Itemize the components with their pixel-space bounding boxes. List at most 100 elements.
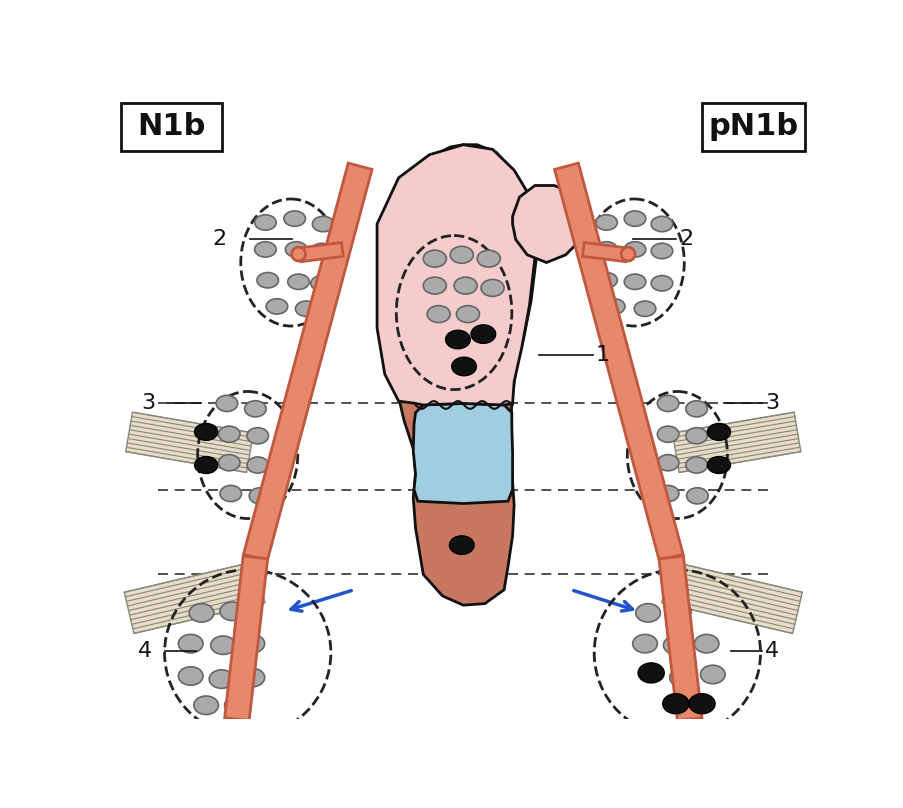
- Ellipse shape: [255, 215, 276, 230]
- Text: 3: 3: [141, 393, 155, 414]
- Ellipse shape: [477, 250, 499, 267]
- Text: 4: 4: [138, 642, 152, 662]
- Ellipse shape: [219, 602, 245, 621]
- Ellipse shape: [624, 242, 645, 257]
- Ellipse shape: [265, 299, 287, 314]
- Ellipse shape: [219, 426, 239, 442]
- Ellipse shape: [249, 488, 271, 504]
- Ellipse shape: [656, 486, 678, 502]
- Ellipse shape: [603, 299, 624, 314]
- Polygon shape: [225, 556, 267, 721]
- Ellipse shape: [700, 665, 724, 684]
- Ellipse shape: [445, 330, 470, 349]
- Polygon shape: [554, 163, 683, 561]
- Ellipse shape: [694, 634, 718, 653]
- Ellipse shape: [256, 272, 278, 288]
- Text: N1b: N1b: [137, 112, 205, 141]
- Ellipse shape: [453, 277, 477, 294]
- Ellipse shape: [224, 696, 249, 714]
- Polygon shape: [299, 242, 343, 262]
- Ellipse shape: [423, 277, 446, 294]
- Ellipse shape: [707, 457, 730, 473]
- Ellipse shape: [194, 423, 218, 440]
- Ellipse shape: [284, 211, 305, 226]
- Ellipse shape: [449, 536, 473, 554]
- Ellipse shape: [663, 636, 687, 654]
- Polygon shape: [512, 186, 584, 263]
- Ellipse shape: [669, 668, 694, 687]
- Ellipse shape: [650, 243, 672, 259]
- Polygon shape: [377, 145, 535, 405]
- Polygon shape: [658, 556, 701, 721]
- Ellipse shape: [210, 636, 235, 654]
- Ellipse shape: [452, 357, 476, 376]
- Ellipse shape: [685, 401, 707, 417]
- Ellipse shape: [595, 242, 617, 257]
- Polygon shape: [413, 403, 512, 503]
- Ellipse shape: [456, 305, 479, 322]
- Ellipse shape: [707, 423, 730, 440]
- Ellipse shape: [311, 243, 332, 259]
- FancyBboxPatch shape: [121, 103, 221, 151]
- Ellipse shape: [178, 634, 203, 653]
- Polygon shape: [126, 412, 253, 473]
- Ellipse shape: [311, 276, 332, 291]
- Ellipse shape: [245, 401, 265, 417]
- Ellipse shape: [255, 242, 276, 257]
- Ellipse shape: [247, 427, 268, 444]
- Polygon shape: [380, 145, 536, 605]
- Ellipse shape: [426, 305, 450, 322]
- Text: 2: 2: [678, 229, 693, 250]
- Ellipse shape: [423, 250, 446, 267]
- Ellipse shape: [193, 696, 219, 714]
- Text: 3: 3: [764, 393, 778, 414]
- Ellipse shape: [247, 457, 268, 473]
- Ellipse shape: [634, 301, 655, 317]
- Text: 1: 1: [595, 345, 610, 365]
- Ellipse shape: [624, 211, 645, 226]
- Ellipse shape: [239, 634, 265, 653]
- Polygon shape: [243, 163, 372, 561]
- Ellipse shape: [638, 663, 664, 683]
- Ellipse shape: [650, 276, 672, 291]
- Ellipse shape: [632, 634, 656, 653]
- Polygon shape: [124, 562, 265, 633]
- Ellipse shape: [685, 427, 707, 444]
- Ellipse shape: [635, 604, 660, 622]
- Ellipse shape: [656, 455, 678, 471]
- Ellipse shape: [216, 395, 237, 411]
- Ellipse shape: [480, 280, 504, 297]
- Circle shape: [292, 247, 305, 261]
- Ellipse shape: [656, 426, 678, 442]
- Ellipse shape: [209, 670, 234, 688]
- Polygon shape: [672, 412, 800, 473]
- Ellipse shape: [688, 694, 714, 713]
- Ellipse shape: [178, 667, 203, 685]
- Ellipse shape: [219, 486, 241, 502]
- Ellipse shape: [189, 604, 214, 622]
- Ellipse shape: [450, 246, 473, 263]
- Ellipse shape: [287, 274, 309, 289]
- Ellipse shape: [666, 602, 691, 621]
- FancyBboxPatch shape: [702, 103, 805, 151]
- Text: 2: 2: [212, 229, 226, 250]
- Polygon shape: [661, 562, 802, 633]
- Ellipse shape: [285, 242, 307, 257]
- Ellipse shape: [312, 217, 333, 232]
- Ellipse shape: [624, 274, 645, 289]
- Ellipse shape: [686, 488, 707, 504]
- Circle shape: [620, 247, 634, 261]
- Polygon shape: [582, 242, 627, 262]
- Text: pN1b: pN1b: [708, 112, 797, 141]
- Ellipse shape: [295, 301, 317, 317]
- Ellipse shape: [656, 395, 678, 411]
- Ellipse shape: [194, 457, 218, 473]
- Ellipse shape: [650, 217, 672, 232]
- Ellipse shape: [239, 668, 265, 687]
- Ellipse shape: [685, 457, 707, 473]
- Ellipse shape: [595, 272, 617, 288]
- Ellipse shape: [470, 325, 495, 343]
- Ellipse shape: [662, 694, 688, 713]
- Ellipse shape: [219, 455, 239, 471]
- Text: 4: 4: [764, 642, 778, 662]
